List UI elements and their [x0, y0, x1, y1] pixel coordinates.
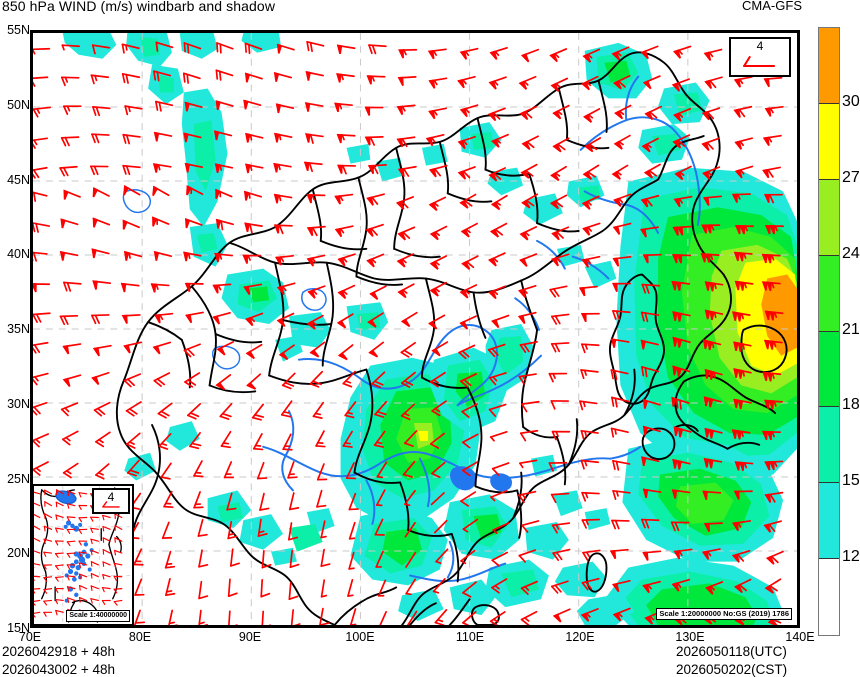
lat-tick-label: 30N	[0, 398, 30, 411]
lon-tick-label: 70E	[0, 631, 60, 644]
lat-tick-label: 40N	[0, 248, 30, 261]
footer-valid-utc: 2026050118(UTC)	[676, 645, 787, 659]
map-graphics	[33, 33, 797, 625]
footer-valid-cst: 2026050202(CST)	[676, 663, 787, 677]
lon-tick-label: 130E	[660, 631, 720, 644]
colorbar-tick-label: 15	[842, 473, 860, 489]
lon-tick-label: 120E	[550, 631, 610, 644]
inset-windbarb-legend-symbol	[94, 490, 128, 512]
lon-tick-label: 80E	[110, 631, 170, 644]
lon-tick-label: 110E	[440, 631, 500, 644]
colorbar-tick-label: 30	[842, 94, 860, 110]
lon-tick-label: 100E	[330, 631, 390, 644]
colorbar-tick-label: 21	[842, 322, 860, 338]
map-panel[interactable]: 4 Scale 1:20000000 No:GS (2019) 1786	[30, 30, 800, 628]
colorbar-band	[819, 104, 839, 180]
colorbar-band	[819, 407, 839, 483]
model-label: CMA-GFS	[742, 0, 802, 13]
inset-map-panel[interactable]: 4 Scale 1:40000000	[32, 484, 134, 626]
inset-windbarb-legend: 4	[92, 488, 130, 514]
lat-tick-label: 55N	[0, 24, 30, 37]
colorbar-tick-label: 24	[842, 246, 860, 262]
colorbar-band	[819, 180, 839, 256]
footer-init-utc: 2026042918 + 48h	[2, 645, 115, 659]
colorbar-band	[819, 483, 839, 559]
lat-tick-label: 25N	[0, 473, 30, 486]
lon-tick-label: 90E	[220, 631, 280, 644]
lat-tick-label: 20N	[0, 547, 30, 560]
windbarb-legend: 4	[729, 37, 791, 77]
colorbar-tick-label: 27	[842, 170, 860, 186]
map-canvas	[33, 33, 797, 625]
windbarb-legend-symbol	[731, 39, 789, 75]
inset-scale-label: Scale 1:40000000	[66, 610, 130, 622]
colorbar-band	[819, 256, 839, 332]
colorbar-band	[819, 332, 839, 408]
colorbar-band	[819, 559, 839, 635]
lat-tick-label: 50N	[0, 99, 30, 112]
page-title: 850 hPa WIND (m/s) windbarb and shadow	[2, 0, 275, 14]
map-scale-label: Scale 1:20000000 No:GS (2019) 1786	[656, 608, 792, 620]
colorbar-tick-label: 18	[842, 397, 860, 413]
lat-tick-label: 45N	[0, 174, 30, 187]
colorbar[interactable]	[818, 27, 840, 636]
colorbar-tick-label: 12	[842, 549, 860, 565]
colorbar-band	[819, 28, 839, 104]
lat-tick-label: 35N	[0, 323, 30, 336]
footer-init-cst: 2026043002 + 48h	[2, 663, 115, 677]
